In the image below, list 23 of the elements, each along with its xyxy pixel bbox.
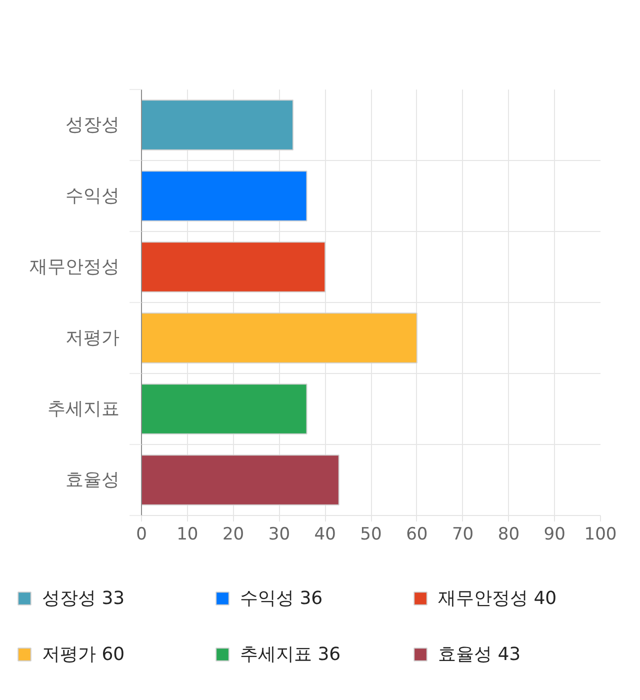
y-tick-label: 재무안정성: [30, 256, 120, 278]
x-tick-label: 70: [452, 524, 474, 544]
x-tick-label: 90: [544, 524, 566, 544]
x-tick-label: 20: [222, 524, 244, 544]
x-tick-label: 60: [406, 524, 428, 544]
legend-label: 수익성 36: [240, 587, 324, 610]
x-tick-label: 10: [176, 524, 198, 544]
y-tick-label: 저평가: [66, 328, 120, 348]
y-tick-label: 성장성: [66, 114, 120, 136]
x-tick-label: 30: [268, 524, 290, 544]
legend-label: 저평가 60: [42, 643, 126, 666]
y-tick-label: 수익성: [66, 186, 120, 206]
legend-label: 추세지표 36: [240, 643, 342, 666]
y-tick-label: 효율성: [66, 470, 120, 490]
legend-label: 재무안정성 40: [438, 587, 558, 610]
y-tick-label: 추세지표: [48, 398, 120, 420]
x-tick-label: 80: [498, 524, 520, 544]
legend-label: 효율성 43: [438, 643, 522, 666]
x-tick-label: 40: [314, 524, 336, 544]
x-tick-label: 100: [584, 524, 617, 544]
x-tick-label: 50: [360, 524, 382, 544]
x-tick-label: 0: [136, 524, 147, 544]
legend-label: 성장성 33: [42, 587, 126, 610]
